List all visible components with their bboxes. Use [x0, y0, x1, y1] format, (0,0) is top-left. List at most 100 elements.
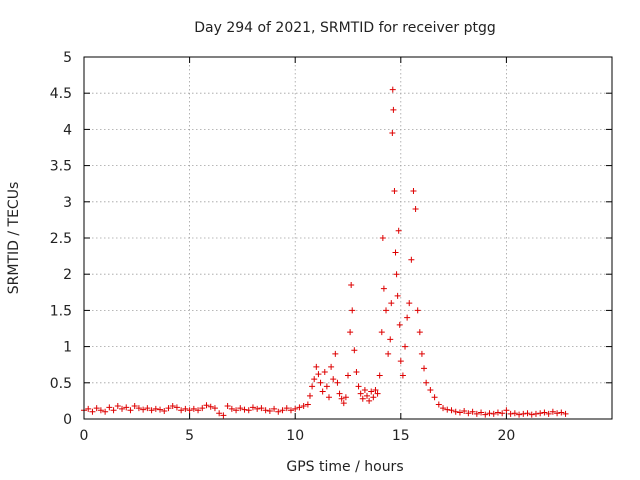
data-point — [144, 405, 151, 412]
data-point — [186, 407, 193, 414]
data-point — [370, 394, 377, 401]
data-point — [396, 321, 403, 328]
data-point — [399, 372, 406, 379]
data-point — [392, 249, 399, 256]
data-point — [503, 407, 510, 414]
x-tick-label: 0 — [80, 428, 89, 444]
data-point — [486, 410, 493, 417]
data-point — [351, 347, 358, 354]
data-point — [258, 405, 265, 412]
data-point — [140, 406, 147, 413]
plot-frame — [83, 56, 613, 420]
data-point — [404, 314, 411, 321]
data-point — [490, 410, 497, 417]
data-point — [390, 106, 397, 113]
data-point — [469, 408, 476, 415]
data-point — [345, 372, 351, 379]
data-point — [110, 407, 117, 414]
y-tick-label: 2 — [63, 267, 72, 283]
data-point — [262, 407, 269, 414]
data-point — [283, 405, 290, 412]
data-point — [383, 307, 390, 314]
x-tick-label: 15 — [392, 428, 410, 444]
data-point — [114, 402, 121, 409]
data-point — [387, 336, 394, 343]
data-point — [233, 407, 240, 414]
y-tick-label: 4.5 — [50, 86, 72, 102]
data-points — [81, 86, 569, 419]
data-point — [279, 407, 286, 414]
data-point — [355, 383, 362, 390]
data-point — [135, 405, 142, 412]
data-point — [321, 368, 328, 375]
data-point — [511, 410, 518, 417]
data-point — [378, 329, 385, 336]
data-point — [85, 405, 92, 412]
x-tick-label: 5 — [185, 428, 194, 444]
data-point — [199, 405, 206, 412]
data-point — [332, 350, 339, 357]
data-point — [195, 407, 202, 414]
data-point — [379, 235, 386, 241]
data-point — [249, 404, 256, 411]
data-point — [292, 405, 299, 412]
data-point — [427, 387, 434, 394]
data-point — [448, 407, 455, 414]
data-point — [532, 410, 539, 417]
y-tick-label: 3.5 — [50, 159, 72, 175]
data-point — [190, 405, 197, 412]
data-point — [416, 329, 423, 336]
x-axis-label: GPS time / hours — [286, 459, 403, 475]
data-point — [554, 410, 561, 417]
data-point — [389, 130, 396, 137]
y-tick-label: 5 — [63, 50, 72, 66]
data-point — [380, 285, 387, 292]
data-point — [541, 409, 548, 416]
data-point — [211, 405, 218, 412]
data-point — [313, 363, 320, 370]
data-point — [410, 187, 417, 194]
data-point — [421, 365, 428, 372]
data-point — [494, 409, 501, 416]
data-point — [287, 407, 294, 414]
data-point — [364, 392, 371, 399]
data-point — [389, 86, 396, 93]
data-point — [165, 405, 172, 412]
data-point — [296, 404, 303, 411]
x-tick-label: 20 — [497, 428, 515, 444]
data-point — [349, 307, 356, 314]
data-point — [266, 408, 273, 415]
data-point — [388, 300, 395, 307]
data-point — [357, 390, 364, 397]
data-point — [93, 405, 100, 412]
data-point — [478, 409, 485, 416]
data-point — [203, 402, 210, 409]
data-point — [406, 300, 413, 307]
data-point — [340, 400, 347, 407]
data-point — [342, 394, 349, 401]
data-point — [549, 408, 556, 415]
data-point — [423, 379, 430, 386]
data-point — [309, 383, 316, 390]
data-point — [228, 405, 235, 412]
data-point — [306, 392, 313, 399]
data-point — [328, 363, 335, 370]
data-point — [393, 271, 400, 278]
data-point — [182, 405, 189, 412]
data-point — [224, 402, 231, 409]
data-point — [207, 403, 214, 410]
y-tick-label: 2.5 — [50, 231, 72, 247]
data-point — [157, 406, 164, 413]
data-point — [558, 409, 565, 416]
data-point — [169, 402, 176, 409]
data-point — [562, 410, 569, 417]
data-point — [106, 404, 113, 411]
data-point — [317, 379, 324, 386]
data-point — [319, 388, 326, 395]
data-point — [102, 408, 109, 415]
data-point — [402, 343, 409, 350]
data-point — [465, 410, 472, 417]
data-point — [528, 411, 535, 418]
data-point — [161, 408, 168, 415]
data-point — [418, 350, 425, 357]
